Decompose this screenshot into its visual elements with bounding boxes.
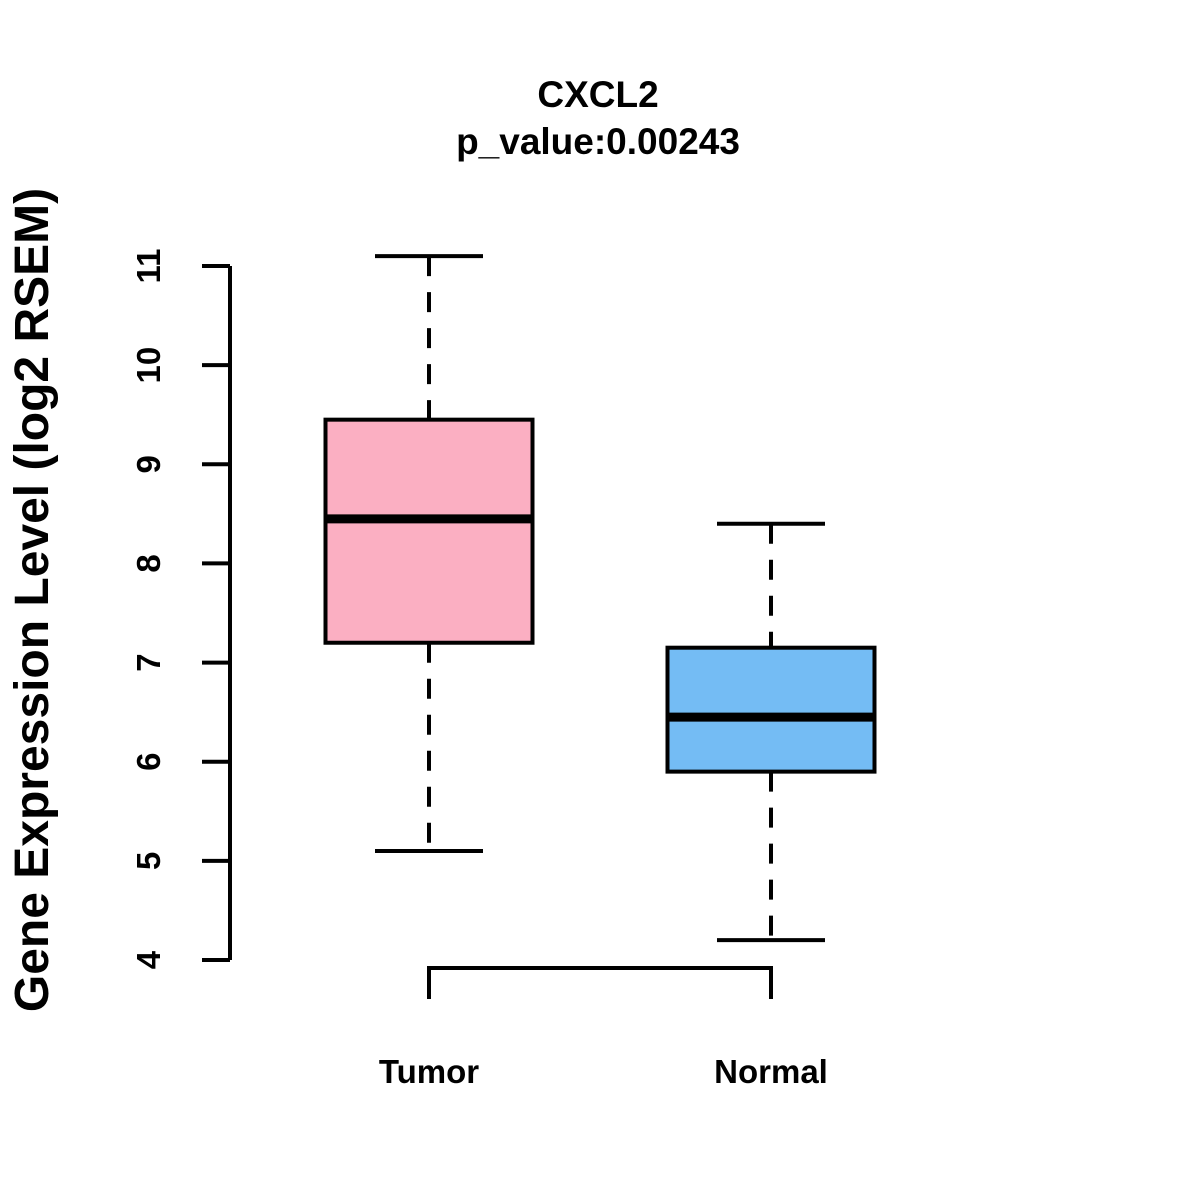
box-tumor xyxy=(323,417,535,645)
x-label-tumor: Tumor xyxy=(379,1053,479,1090)
plot-area: 4 5 6 7 8 9 10 11 Tumor Normal xyxy=(130,249,877,1090)
y-tick-label: 11 xyxy=(130,249,167,284)
y-tick-label: 5 xyxy=(130,852,167,870)
chart-title: CXCL2 xyxy=(537,74,658,115)
x-axis-bracket xyxy=(427,966,773,999)
y-tick-label: 8 xyxy=(130,554,167,572)
y-tick-label: 9 xyxy=(130,455,167,473)
y-tick-label: 7 xyxy=(130,653,167,671)
y-tick-label: 4 xyxy=(130,950,167,969)
y-tick-label: 6 xyxy=(130,753,167,771)
x-label-normal: Normal xyxy=(714,1053,828,1090)
chart-subtitle: p_value:0.00243 xyxy=(456,121,740,162)
y-axis-title: Gene Expression Level (log2 RSEM) xyxy=(6,188,59,1012)
box-normal xyxy=(665,645,877,774)
y-tick-label: 10 xyxy=(130,347,167,384)
